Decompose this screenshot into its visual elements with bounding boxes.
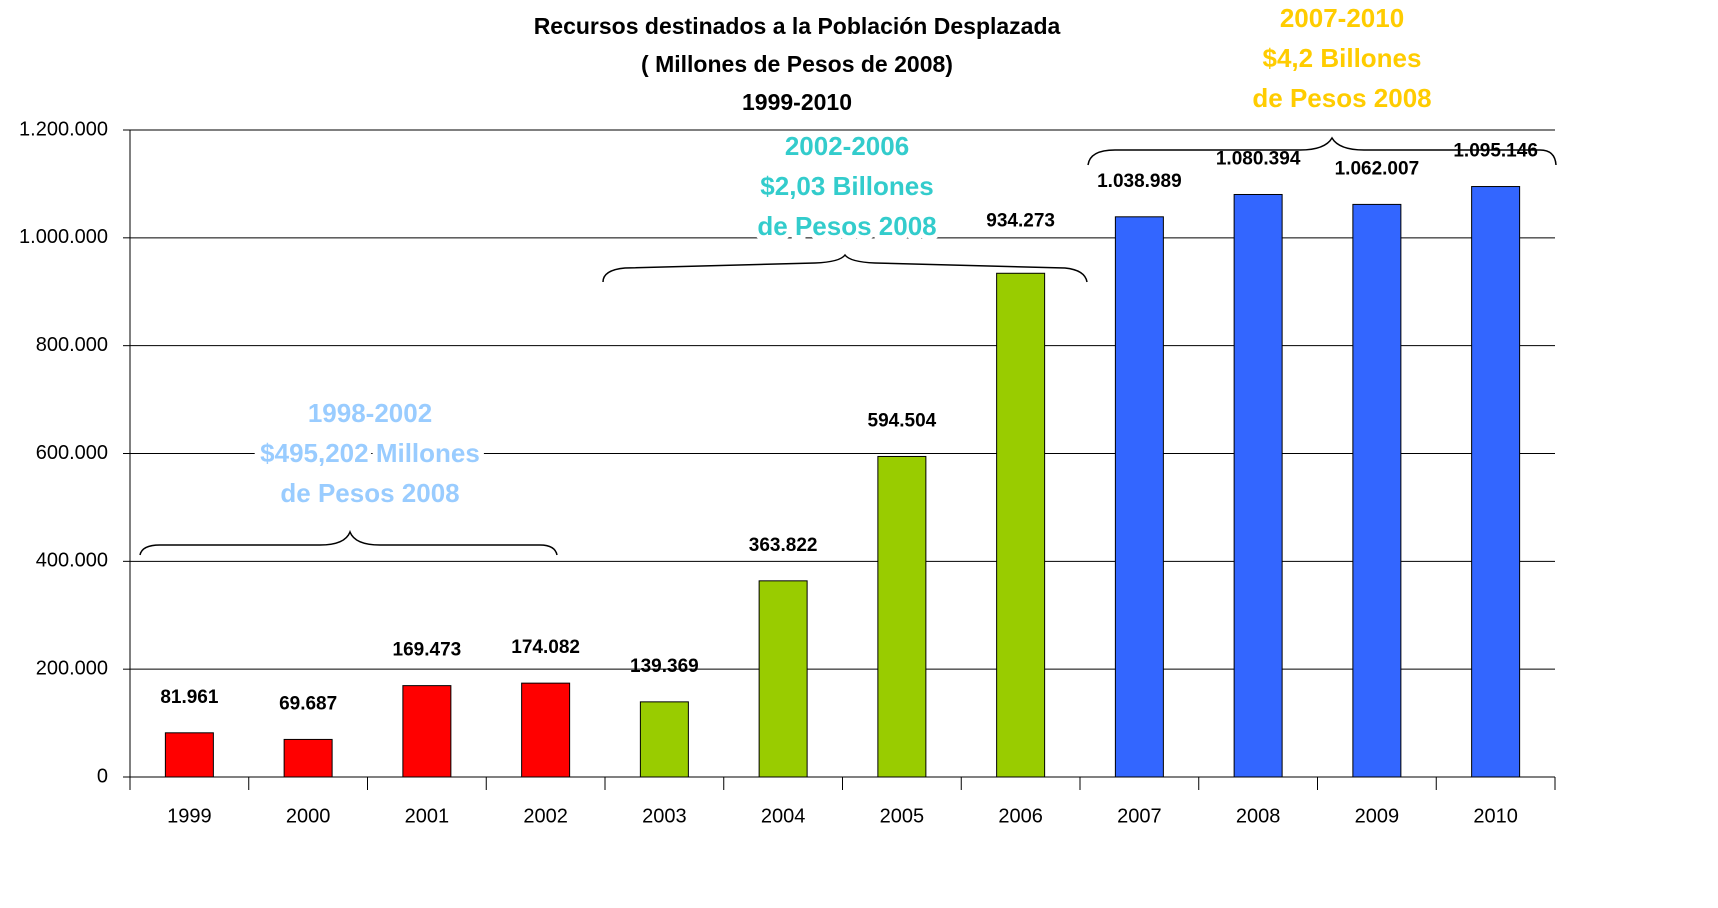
annotation: de Pesos 2008 [280, 478, 459, 508]
bar [758, 580, 808, 778]
x-tick-label: 2006 [998, 805, 1043, 827]
bar [521, 682, 571, 778]
x-tick-label: 1999 [167, 805, 212, 827]
value-label: 174.082 [511, 637, 580, 658]
x-tick-label: 2009 [1355, 805, 1400, 827]
bar [1352, 203, 1402, 778]
x-tick-label: 2010 [1473, 805, 1518, 827]
y-tick-label: 0 [97, 765, 108, 787]
x-tick-label: 2007 [1117, 805, 1162, 827]
chart-title: Recursos destinados a la Población Despl… [534, 13, 1061, 39]
bar [283, 738, 333, 778]
annotation: 2007-2010 [1280, 3, 1404, 33]
bar [164, 732, 214, 778]
annotation: 2002-2006 [785, 131, 909, 161]
value-label: 1.038.989 [1097, 171, 1182, 192]
y-tick-label: 400.000 [36, 550, 108, 572]
x-tick-label: 2002 [523, 805, 568, 827]
bar [996, 272, 1046, 778]
bar [402, 685, 452, 778]
value-label: 69.687 [279, 693, 337, 714]
annotation: $495,202 Millones [260, 438, 480, 468]
y-tick-label: 1.000.000 [19, 226, 108, 248]
value-label: 1.062.007 [1335, 158, 1420, 179]
bar [639, 701, 689, 778]
y-tick-label: 600.000 [36, 442, 108, 464]
x-tick-label: 2001 [405, 805, 450, 827]
x-tick-label: 2004 [761, 805, 806, 827]
x-tick-label: 2000 [286, 805, 331, 827]
chart-title: ( Millones de Pesos de 2008) [641, 51, 953, 77]
value-label: 1.095.146 [1453, 141, 1538, 162]
annotation: de Pesos 2008 [1252, 83, 1431, 113]
x-tick-label: 2003 [642, 805, 687, 827]
x-tick-label: 2008 [1236, 805, 1281, 827]
bar [877, 455, 927, 778]
bar [1233, 193, 1283, 778]
brace [139, 529, 558, 556]
annotation: de Pesos 2008 [757, 211, 936, 241]
x-tick-label: 2005 [880, 805, 925, 827]
value-label: 363.822 [749, 535, 818, 556]
y-tick-label: 200.000 [36, 657, 108, 679]
value-label: 594.504 [868, 410, 937, 431]
brace [1087, 136, 1557, 166]
annotation: $4,2 Billones [1263, 43, 1422, 73]
value-label: 81.961 [160, 687, 219, 708]
brace [602, 253, 1088, 283]
value-label: 139.369 [630, 656, 699, 677]
annotation: 1998-2002 [308, 398, 432, 428]
value-label: 169.473 [393, 640, 462, 661]
y-tick-label: 800.000 [36, 334, 108, 356]
chart-title: 1999-2010 [742, 89, 852, 115]
bar [1471, 186, 1521, 778]
annotation: $2,03 Billones [760, 171, 933, 201]
y-tick-label: 1.200.000 [19, 118, 108, 140]
value-label: 1.080.394 [1216, 149, 1301, 170]
value-label: 934.273 [986, 210, 1055, 231]
bar [1114, 216, 1164, 778]
